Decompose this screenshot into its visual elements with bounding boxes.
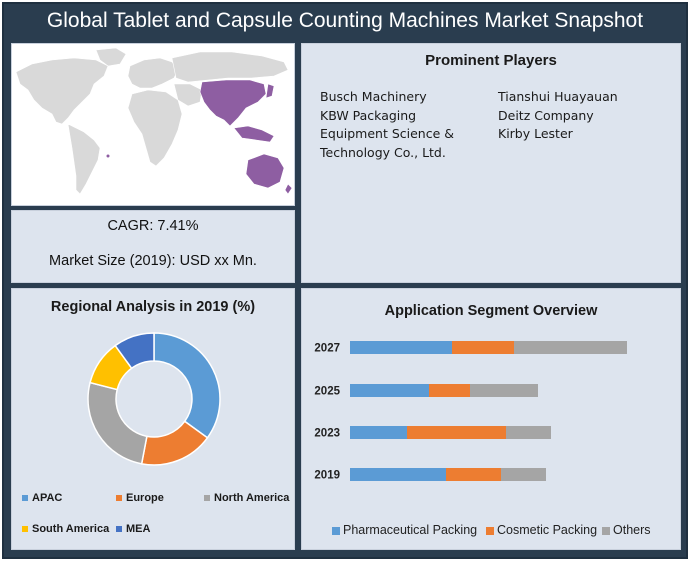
legend-mea: MEA [116,523,150,535]
bar-segment-2019-pharmaceutical-packing [350,468,446,481]
legend-label: Cosmetic Packing [497,523,598,537]
map-island-dot [106,154,110,158]
bar-segment-2027-pharmaceutical-packing [350,341,452,354]
bar-segment-2025-others [470,384,538,397]
bar-segment-2025-pharmaceutical-packing [350,384,429,397]
year-tick-label: 2027 [314,343,340,355]
bar-segment-2025-cosmetic-packing [429,384,470,397]
legend-europe: Europe [116,492,164,504]
legend-cosmetic: Cosmetic Packing [486,523,597,537]
legend-label: Europe [126,492,164,504]
bar-segment-2023-others [506,426,551,439]
map-southeast-asia [233,125,275,143]
map-australia [245,153,285,189]
donut-slice-north-america [87,381,148,465]
cagr-panel: CAGR: 7.41% Market Size (2019): USD xx M… [11,210,295,283]
donut-slice-mea [114,332,155,370]
application-panel: Application Segment Overview 2027 2025 202… [301,288,681,550]
world-map-panel [11,43,295,206]
map-middle-east [173,83,203,107]
legend-label: South America [32,523,110,535]
player-name: Deitz Company [498,107,594,123]
bar-segment-2027-others [514,341,627,354]
legend-swatch [116,526,122,533]
player-name: KBW Packaging [320,107,417,123]
bar-segment-2019-others [501,468,546,481]
map-europe [127,57,179,89]
bar-segment-2023-cosmetic-packing [407,426,506,439]
legend-swatch [602,526,610,535]
map-south-america [67,123,101,195]
world-map [15,47,293,195]
players-panel: Prominent Players Busch Machinery KBW Pa… [301,43,681,283]
map-greenland [95,47,127,67]
legend-swatch [204,495,210,502]
bar-segment-2023-pharmaceutical-packing [350,426,407,439]
legend-swatch [22,495,28,502]
regional-panel: Regional Analysis in 2019 (%) APAC Europ… [11,288,295,550]
players-left-column: Busch Machinery KBW Packaging Equipment … [320,88,454,162]
map-apac-mainland [199,79,267,127]
cagr-text: CAGR: 7.41% [107,218,199,234]
legend-others: Others [602,523,651,537]
map-new-zealand [284,183,293,195]
legend-swatch [486,526,494,535]
donut-slice-apac [153,332,221,439]
snapshot-frame: Global Tablet and Capsule Counting Machi… [2,2,688,559]
map-africa [127,89,183,167]
regional-chart-title: Regional Analysis in 2019 (%) [50,299,256,315]
legend-swatch [332,526,340,535]
player-name: Busch Machinery [320,89,427,104]
legend-label: Pharmaceutical Packing [343,523,478,537]
legend-swatch [116,495,122,502]
bar-segment-2019-cosmetic-packing [446,468,501,481]
legend-label: North America [214,492,290,504]
map-north-asia [171,51,289,83]
player-name: Kirby Lester [498,126,573,141]
player-name: Tianshui Huayauan [498,89,618,104]
legend-label: APAC [32,492,63,504]
legend-south-america: South America [22,523,109,535]
application-chart-title: Application Segment Overview [384,303,598,319]
legend-north-america: North America [204,492,289,504]
year-tick-label: 2019 [314,470,340,482]
page-title: Global Tablet and Capsule Counting Machi… [4,4,686,40]
application-bar-chart: 2027 2025 2023 2019 [314,341,627,482]
player-name: Technology Co., Ltd. [320,144,446,160]
bar-segment-2027-cosmetic-packing [452,341,514,354]
regional-donut-chart [87,332,221,466]
year-tick-label: 2023 [314,428,340,440]
players-title: Prominent Players [425,52,557,69]
player-name: Equipment Science & [320,126,455,141]
legend-swatch [22,526,28,533]
legend-label: MEA [126,523,151,535]
map-north-america [15,57,109,125]
market-size-text: Market Size (2019): USD xx Mn. [49,253,257,269]
legend-label: Others [613,523,651,537]
map-japan [265,83,275,99]
legend-pharmaceutical: Pharmaceutical Packing [332,523,477,537]
players-right-column: Tianshui Huayauan Deitz Company Kirby Le… [498,88,618,144]
year-tick-label: 2025 [314,386,340,398]
legend-apac: APAC [22,492,62,504]
